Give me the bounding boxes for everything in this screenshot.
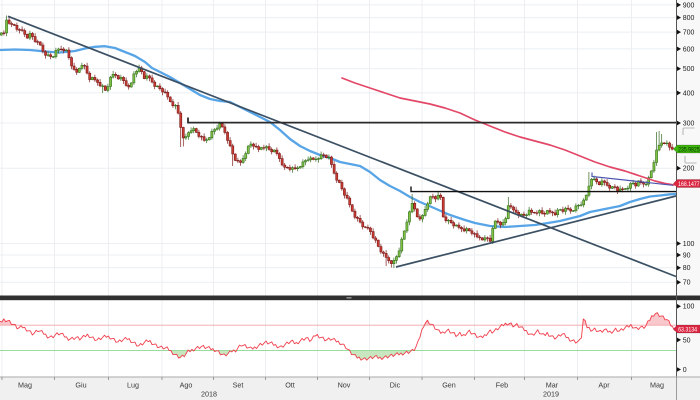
svg-text:Ago: Ago (180, 381, 193, 390)
svg-text:Set: Set (233, 381, 244, 390)
svg-text:50: 50 (683, 337, 691, 344)
svg-text:200: 200 (683, 166, 695, 173)
svg-text:300: 300 (683, 120, 695, 127)
svg-text:Mag: Mag (650, 381, 664, 390)
svg-text:500: 500 (683, 66, 695, 73)
svg-text:235.9825: 235.9825 (678, 146, 700, 153)
svg-text:900: 900 (683, 2, 695, 9)
svg-text:100: 100 (683, 304, 695, 311)
svg-text:700: 700 (683, 30, 695, 37)
svg-text:Giu: Giu (75, 381, 86, 390)
svg-text:600: 600 (683, 46, 695, 53)
svg-text:2019: 2019 (543, 390, 559, 399)
svg-text:Dic: Dic (390, 381, 401, 390)
svg-text:100: 100 (683, 241, 695, 248)
svg-text:90: 90 (683, 252, 691, 259)
svg-text:Mag: Mag (18, 381, 32, 390)
svg-text:168.1477: 168.1477 (678, 181, 700, 188)
svg-text:Lug: Lug (127, 381, 139, 390)
svg-text:400: 400 (683, 90, 695, 97)
svg-text:80: 80 (683, 265, 691, 272)
svg-text:0: 0 (683, 367, 687, 374)
svg-text:70: 70 (683, 280, 691, 287)
svg-text:Gen: Gen (442, 381, 456, 390)
svg-text:Ott: Ott (285, 381, 295, 390)
svg-text:Nov: Nov (338, 381, 351, 390)
svg-text:2018: 2018 (201, 390, 217, 399)
svg-text:Apr: Apr (598, 381, 610, 390)
svg-text:Mar: Mar (546, 381, 559, 390)
svg-text:800: 800 (683, 15, 695, 22)
svg-text:63.3134: 63.3134 (678, 326, 697, 333)
svg-text:Feb: Feb (496, 381, 508, 390)
